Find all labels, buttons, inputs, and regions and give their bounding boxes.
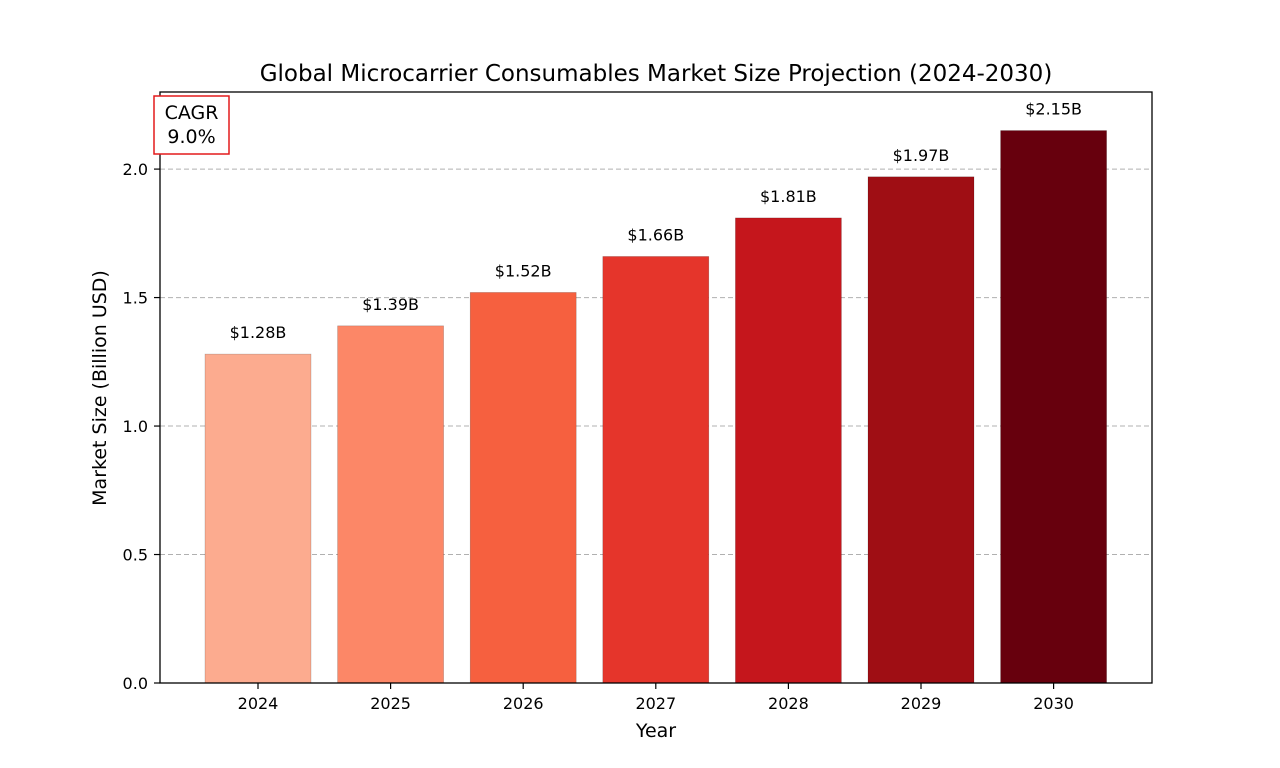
data-labels: $1.28B $1.39B $1.52B $1.66B $1.81B $1.97B $2.1… [230,100,1082,343]
x-axis-ticks: 2024 2025 2026 2027 2028 2029 2030 [238,683,1074,713]
y-tick-label: 2.0 [123,160,148,179]
bar-2026 [469,292,577,684]
y-tick-label: 0.5 [123,546,148,565]
cagr-box [153,95,230,155]
bars [204,130,1107,684]
bar-2025 [337,325,444,684]
data-label-2026: $1.52B [495,261,552,280]
bar-2024 [204,353,312,684]
y-axis-label: Market Size (Billion USD) [89,270,111,506]
cagr-value: 9.0% [167,126,215,148]
x-tick-label-2028: 2028 [768,694,809,713]
data-label-2030: $2.15B [1025,100,1082,119]
data-label-2025: $1.39B [362,295,419,314]
bar-2030 [1000,130,1107,684]
y-axis-ticks: 0.0 0.5 1.0 1.5 2.0 [123,160,160,693]
x-tick-label-2024: 2024 [238,694,279,713]
bar-2029 [867,176,975,684]
x-tick-label-2029: 2029 [901,694,942,713]
x-tick-label-2026: 2026 [503,694,544,713]
x-tick-label-2027: 2027 [635,694,676,713]
bar-2028 [735,217,842,684]
y-tick-label: 1.0 [123,417,148,436]
bar-2027 [602,256,710,684]
data-label-2027: $1.66B [627,225,684,244]
data-label-2024: $1.28B [230,323,287,342]
y-tick-label: 0.0 [123,674,148,693]
data-label-2028: $1.81B [760,187,817,206]
data-label-2029: $1.97B [893,146,950,165]
x-tick-label-2030: 2030 [1033,694,1074,713]
cagr-annotation: CAGR 9.0% [153,95,230,155]
cagr-label: CAGR [165,102,219,124]
x-axis-label: Year [635,720,676,742]
y-tick-label: 1.5 [123,289,148,308]
chart-title: Global Microcarrier Consumables Market S… [260,61,1053,87]
x-tick-label-2025: 2025 [370,694,411,713]
